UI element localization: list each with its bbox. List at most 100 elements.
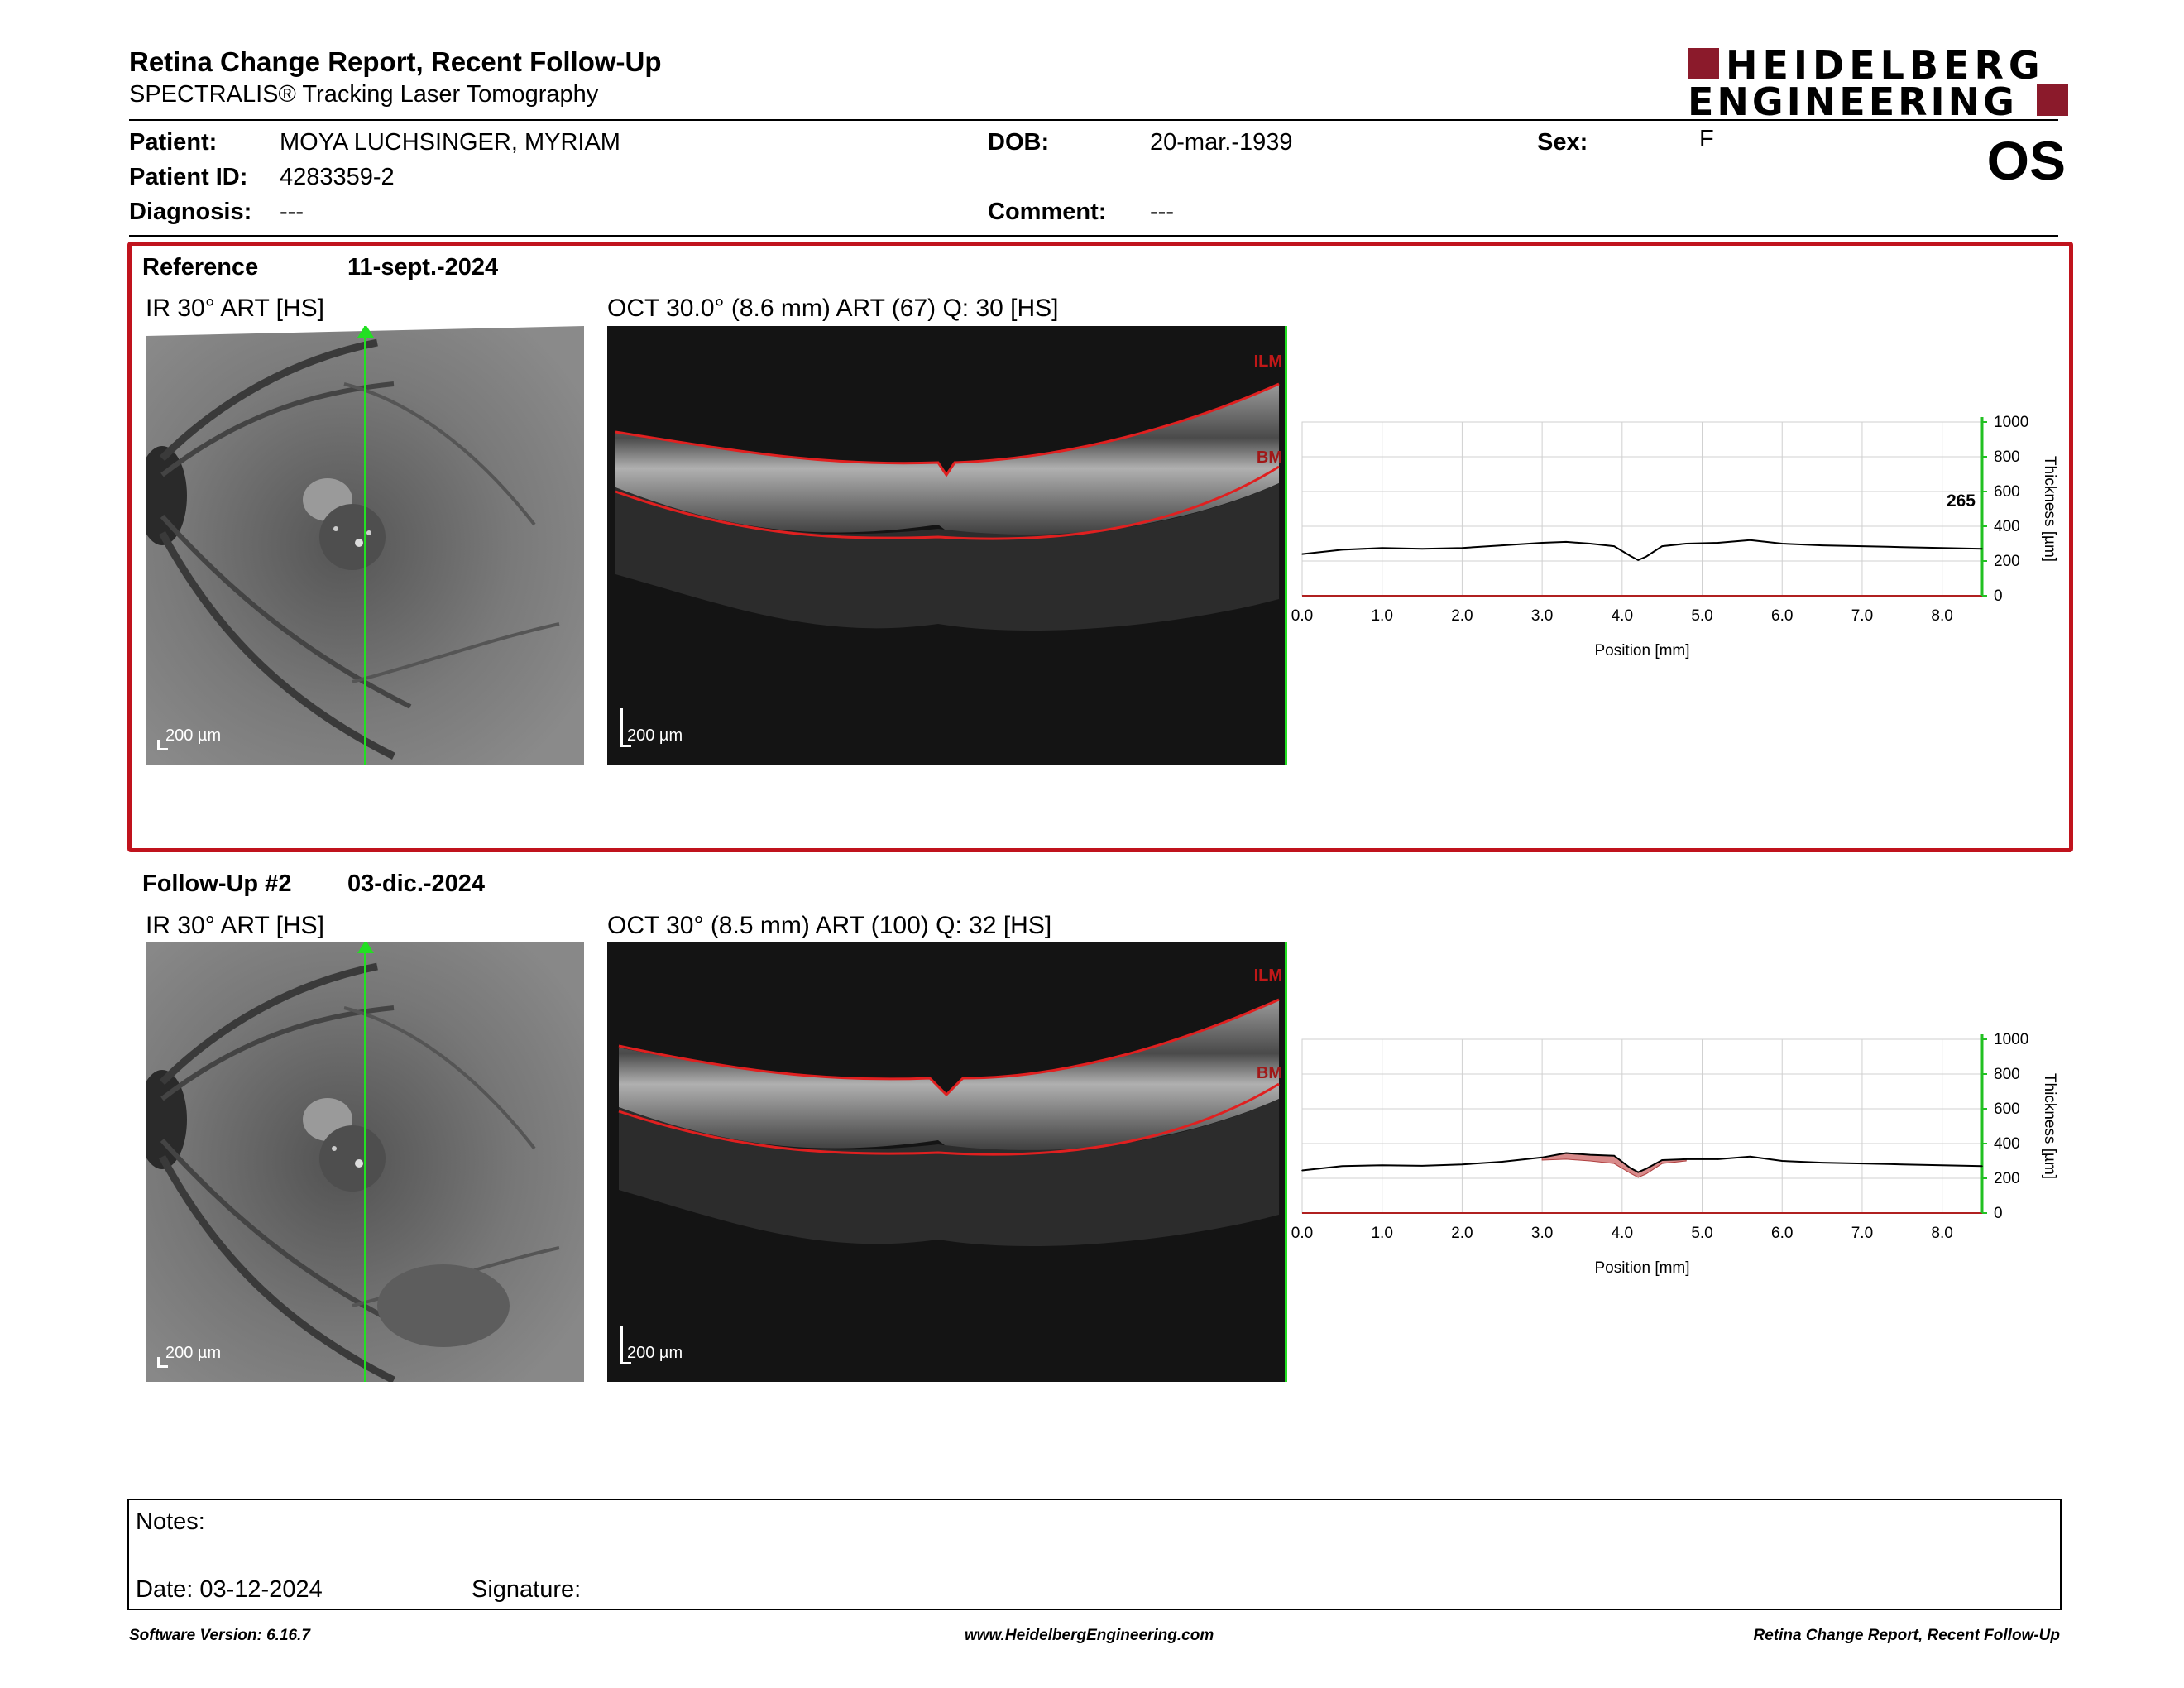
ref-chart-point-19	[1861, 545, 1863, 547]
ref-chart-x-tick-label-2: 2.0	[1451, 607, 1473, 625]
ref-chart-point-2	[1381, 547, 1383, 549]
ref-chart-frame	[1301, 421, 1983, 597]
ref-chart-series-line	[1301, 539, 1983, 562]
ref-chart-x-tick-label-6: 6.0	[1771, 607, 1793, 625]
patient-id-value: 4283359-2	[280, 164, 395, 190]
reference-oct-layer-ilm: ILM	[1253, 352, 1282, 371]
fu-chart-point-10	[1629, 1167, 1631, 1169]
fu-chart-x-axis-label: Position [mm]	[1594, 1259, 1689, 1277]
ref-chart-point-7	[1565, 541, 1567, 543]
fu-chart-point-6	[1541, 1157, 1543, 1158]
ref-chart-point-13	[1661, 545, 1663, 547]
fu-chart-point-21	[1941, 1164, 1943, 1167]
patient-label: Patient:	[129, 129, 218, 156]
followup-thickness-chart: 0.0 1.0 2.0 3.0 4.0 5.0 6.0 7.0 8.0 0 200 400 600 800…	[1291, 1031, 2058, 1277]
logo-block-left	[1688, 48, 1719, 79]
ref-chart-point-5	[1501, 544, 1503, 546]
ref-chart-y-tick-label-0: 0	[1994, 587, 2003, 605]
ref-chart-point-17	[1781, 543, 1784, 544]
fu-chart-point-14	[1685, 1158, 1687, 1160]
fu-chart-y-tick-label-3: 600	[1994, 1101, 2020, 1118]
reference-ir-arrow-icon	[357, 326, 374, 338]
reference-date: 11-sept.-2024	[347, 254, 499, 281]
reference-oct-graphic	[607, 326, 1287, 765]
ref-chart-x-tick-label-0: 0.0	[1291, 607, 1313, 625]
logo-line1: HEIDELBERG	[1726, 43, 2045, 88]
ref-chart-annotation: 265	[1947, 492, 1976, 511]
fu-chart-y-tick-label-2: 400	[1994, 1135, 2020, 1153]
fu-chart-x-tick-label-3: 3.0	[1531, 1225, 1553, 1242]
followup-ir-scan-line	[364, 942, 366, 1382]
fu-chart-point-1	[1341, 1165, 1343, 1168]
followup-ir-arrow-icon	[357, 942, 374, 953]
fu-chart-x-tick-label-1: 1.0	[1371, 1225, 1392, 1242]
followup-oct-scan-edge	[1285, 942, 1287, 1382]
ref-chart-y-axis-label: Thickness [µm]	[2041, 456, 2058, 562]
followup-oct-label: OCT 30° (8.5 mm) ART (100) Q: 32 [HS]	[607, 912, 1052, 939]
fu-chart-point-22	[1981, 1165, 1983, 1168]
fu-chart-point-15	[1717, 1158, 1719, 1160]
ref-chart-x-tick-label-4: 4.0	[1612, 607, 1633, 625]
reference-oct-image[interactable]: ILM BM 200 µm	[607, 326, 1287, 765]
footer-report-name: Retina Change Report, Recent Follow-Up	[1753, 1627, 2060, 1644]
followup-oct-scalebar-mark	[620, 1326, 631, 1364]
ref-chart-point-4	[1461, 547, 1463, 549]
ref-chart-point-22	[1981, 548, 1983, 550]
ref-chart-point-0	[1301, 553, 1303, 555]
ref-chart-y-tick-label-3: 600	[1994, 483, 2020, 501]
fu-chart-x-tick-label-7: 7.0	[1851, 1225, 1873, 1242]
ref-chart-point-21	[1941, 547, 1943, 549]
reference-oct-layer-bm: BM	[1256, 448, 1282, 467]
footer-software-version: Software Version: 6.16.7	[129, 1627, 310, 1644]
ref-chart-y-tick-label-5: 1000	[1994, 414, 2028, 431]
fu-chart-x-tick-label-2: 2.0	[1451, 1225, 1473, 1242]
reference-thickness-chart: 0.0 1.0 2.0 3.0 4.0 5.0 6.0 7.0 8.0 0 200 400 600 800…	[1291, 414, 2058, 659]
reference-ir-image[interactable]: 200 µm	[146, 326, 584, 765]
fu-chart-point-8	[1589, 1153, 1591, 1156]
ref-chart-point-18	[1821, 544, 1823, 546]
patient-value: MOYA LUCHSINGER, MYRIAM	[280, 129, 620, 156]
ref-chart-x-tick-label-7: 7.0	[1851, 607, 1873, 625]
followup-ir-image[interactable]: 200 µm	[146, 942, 584, 1382]
reference-oct-scalebar: 200 µm	[627, 727, 683, 745]
followup-oct-scalebar: 200 µm	[627, 1344, 683, 1362]
ref-chart-point-8	[1589, 543, 1591, 544]
fu-chart-point-18	[1821, 1162, 1823, 1163]
ref-chart-x-tick-label-1: 1.0	[1371, 607, 1392, 625]
patient-id-label: Patient ID:	[129, 164, 248, 190]
reference-highlight-box	[127, 242, 2073, 852]
fu-chart-point-2	[1381, 1164, 1383, 1167]
fu-chart-point-12	[1645, 1168, 1647, 1170]
notes-box[interactable]: Notes: Date: 03-12-2024 Signature:	[127, 1499, 2062, 1610]
ref-chart-y-tick-label-1: 200	[1994, 553, 2020, 570]
report-title: Retina Change Report, Recent Follow-Up	[129, 46, 662, 77]
reference-ir-scan-line	[364, 326, 366, 765]
followup-oct-image[interactable]: ILM BM 200 µm	[607, 942, 1287, 1382]
ref-chart-point-3	[1421, 548, 1423, 550]
fu-chart-point-5	[1501, 1161, 1503, 1163]
fu-chart-point-17	[1781, 1160, 1784, 1162]
followup-oct-graphic	[607, 942, 1287, 1382]
ref-chart-point-11	[1637, 559, 1639, 561]
fu-chart-point-0	[1301, 1169, 1303, 1172]
footer-website: www.HeidelbergEngineering.com	[965, 1627, 1214, 1644]
header-divider	[129, 119, 2058, 121]
notes-label: Notes:	[136, 1508, 205, 1535]
company-logo: HEIDELBERG ENGINEERING	[1688, 43, 2068, 124]
ref-chart-x-tick-label-8: 8.0	[1931, 607, 1952, 625]
followup-ir-scalebar: 200 µm	[165, 1344, 222, 1362]
fu-chart-point-16	[1749, 1155, 1751, 1158]
reference-oct-scan-edge	[1285, 326, 1287, 765]
fu-chart-y-tick-label-1: 200	[1994, 1170, 2020, 1187]
diagnosis-value: ---	[280, 199, 304, 225]
ref-chart-y-tick-label-4: 800	[1994, 448, 2020, 466]
comment-label: Comment:	[988, 199, 1107, 225]
followup-oct-layer-ilm: ILM	[1253, 966, 1282, 985]
fu-chart-x-tick-label-0: 0.0	[1291, 1225, 1313, 1242]
ref-chart-x-tick-label-3: 3.0	[1531, 607, 1553, 625]
followup-ir-scalebar-mark	[157, 1357, 168, 1368]
followup-date: 03-dic.-2024	[347, 870, 486, 897]
fu-chart-series-line	[1301, 1152, 1983, 1173]
fu-chart-x-tick-label-5: 5.0	[1691, 1225, 1712, 1242]
fu-chart-x-tick-label-8: 8.0	[1931, 1225, 1952, 1242]
